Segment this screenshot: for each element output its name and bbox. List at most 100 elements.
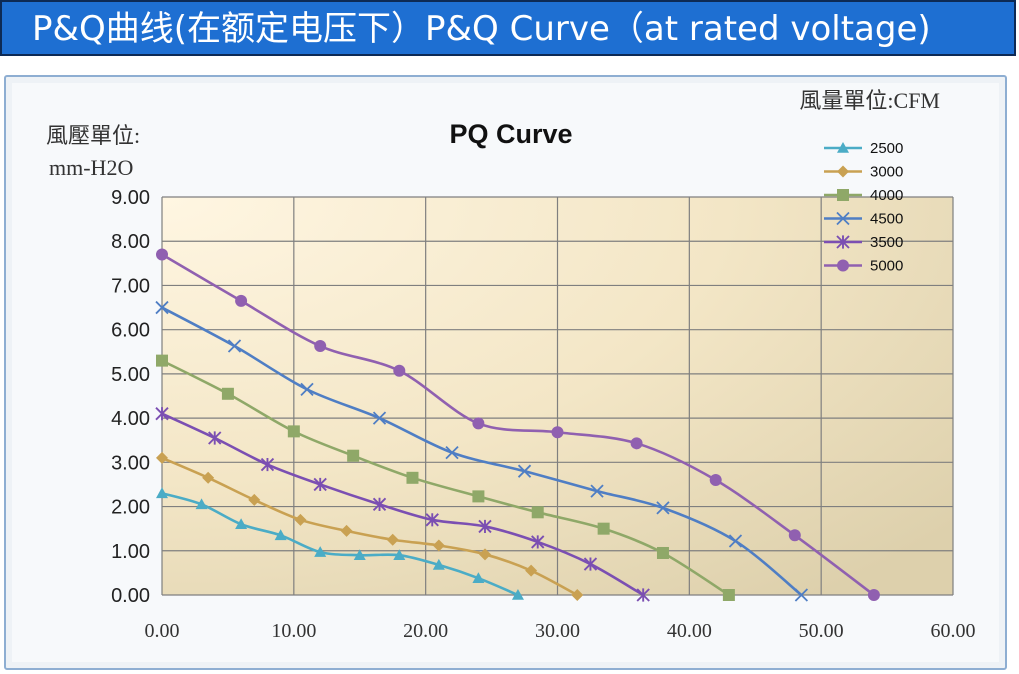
x-tick-label: 60.00 <box>931 620 976 642</box>
legend-4500-label: 4500 <box>870 211 903 228</box>
series-4000-point <box>406 471 419 484</box>
x-tick-label: 0.00 <box>145 620 180 642</box>
legend-5000-marker <box>837 259 849 272</box>
pq-chart: 0.00 1.00 2.00 3.00 4.00 5.00 6.00 7.00 8.00 9.00… <box>46 88 976 642</box>
legend-4000-label: 4000 <box>870 187 903 204</box>
series-2500-point <box>393 549 406 560</box>
legend-2500-label: 2500 <box>870 140 903 157</box>
series-3000-point <box>525 564 538 577</box>
x-axis-ticks: 0.00 10.00 20.00 30.00 40.00 50.00 60.00 <box>145 620 976 642</box>
series-5000-point <box>867 589 880 601</box>
y-tick-label: 0.00 <box>111 585 150 607</box>
series-4500-point <box>372 411 387 425</box>
series-3000-point <box>156 451 168 464</box>
legend-2500-marker <box>837 142 849 153</box>
gridlines <box>161 196 954 596</box>
series-2500-point <box>432 558 445 570</box>
series-4000-point <box>722 589 735 601</box>
series-2500-line <box>161 492 519 597</box>
series-3000-point <box>478 548 491 561</box>
series-3500-point <box>531 535 545 549</box>
series-5000-point <box>314 340 327 353</box>
series-4000-point <box>347 449 360 462</box>
series-3000-point <box>432 539 445 552</box>
series-3500-point <box>260 457 275 472</box>
y-tick-label: 6.00 <box>111 320 150 342</box>
series-4000-point <box>472 490 485 503</box>
series-3000-point <box>248 493 261 506</box>
series-4000-point <box>287 425 300 438</box>
x-unit-label: 風量單位:CFM <box>799 88 940 113</box>
series-5000-point <box>235 294 248 307</box>
series-5000-point <box>472 417 485 430</box>
series-4500-point <box>155 300 169 315</box>
series-2500-point <box>156 487 168 499</box>
series-4500-point <box>517 464 532 478</box>
series-3000-point <box>340 524 353 537</box>
series-2500-point <box>511 589 524 600</box>
series-4500-point <box>590 484 604 498</box>
series-4000-point <box>656 546 669 559</box>
series-4000-point <box>156 354 168 367</box>
y-tick-label: 2.00 <box>111 497 150 519</box>
series-3500-point <box>208 431 222 445</box>
header-bar: P&Q曲线(在额定电压下）P&Q Curve（at rated voltage) <box>0 0 1016 56</box>
series-2500-point <box>353 549 366 560</box>
series-3500-point <box>313 477 327 492</box>
y-unit-label-line2: mm-H2O <box>49 155 133 180</box>
series-2500-point <box>274 529 287 541</box>
series-2500-point <box>314 546 327 557</box>
legend-3500-label: 3500 <box>870 234 903 251</box>
series-3500-point <box>155 407 169 421</box>
series-group <box>155 248 880 602</box>
legend-5000-label: 5000 <box>870 258 903 275</box>
y-tick-label: 5.00 <box>111 364 150 386</box>
legend-3000-marker <box>837 165 849 178</box>
series-3000-point <box>386 533 399 546</box>
series-2500-point <box>235 518 248 530</box>
series-4500-point <box>656 501 670 515</box>
series-4000-point <box>597 522 610 535</box>
series-5000-point <box>630 437 643 450</box>
series-2500-point <box>195 498 208 510</box>
series-3500-point <box>636 588 650 602</box>
series-3000-point <box>571 589 584 601</box>
series-4000-line <box>161 359 730 597</box>
legend-4000-marker <box>837 189 849 201</box>
series-5000-point <box>788 529 801 542</box>
y-tick-label: 1.00 <box>111 541 150 563</box>
series-5000-line <box>161 253 875 597</box>
y-tick-label: 3.00 <box>111 452 150 474</box>
x-tick-label: 10.00 <box>271 620 316 642</box>
y-axis-ticks: 0.00 1.00 2.00 3.00 4.00 5.00 6.00 7.00 8.00 9.00 <box>111 187 150 607</box>
y-tick-label: 8.00 <box>111 231 150 253</box>
series-4500-point <box>227 339 242 353</box>
legend: 2500 3000 4000 4500 3500 5000 <box>824 140 903 275</box>
legend-4500-marker <box>836 211 850 226</box>
series-3500-point <box>583 557 598 571</box>
chart-title: PQ Curve <box>449 119 572 149</box>
series-3500-point <box>372 497 387 512</box>
legend-3000-label: 3000 <box>870 164 903 181</box>
series-5000-point <box>393 364 406 377</box>
y-tick-label: 4.00 <box>111 408 150 430</box>
x-tick-label: 50.00 <box>799 620 844 642</box>
y-tick-label: 7.00 <box>111 275 150 297</box>
x-tick-label: 40.00 <box>667 620 712 642</box>
series-4500-point <box>300 382 314 397</box>
series-2500-point <box>472 572 485 583</box>
series-4500-point <box>794 588 809 602</box>
series-4000-point <box>221 387 234 400</box>
y-unit-label-line1: 風壓單位: <box>46 123 140 148</box>
series-4500-point <box>728 534 743 548</box>
page-title: P&Q曲线(在额定电压下）P&Q Curve（at rated voltage) <box>32 9 931 49</box>
series-5000-point <box>156 248 168 261</box>
series-4000-point <box>531 506 544 519</box>
y-tick-label: 9.00 <box>111 187 150 209</box>
x-tick-label: 20.00 <box>403 620 448 642</box>
series-4500-line <box>161 306 803 597</box>
series-3500-point <box>425 513 439 527</box>
series-3000-point <box>202 471 215 484</box>
legend-3500-marker <box>836 235 850 249</box>
series-5000-point <box>551 426 564 439</box>
